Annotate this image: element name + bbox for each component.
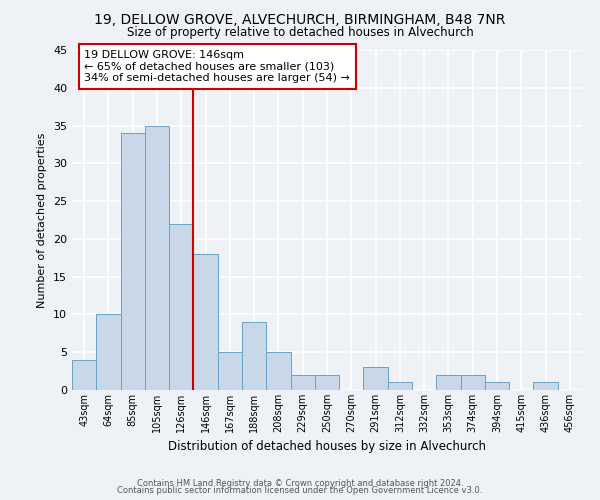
Bar — [266, 352, 290, 390]
Text: Size of property relative to detached houses in Alvechurch: Size of property relative to detached ho… — [127, 26, 473, 39]
Bar — [436, 375, 461, 390]
Bar — [461, 375, 485, 390]
Bar — [169, 224, 193, 390]
Y-axis label: Number of detached properties: Number of detached properties — [37, 132, 47, 308]
Text: 19, DELLOW GROVE, ALVECHURCH, BIRMINGHAM, B48 7NR: 19, DELLOW GROVE, ALVECHURCH, BIRMINGHAM… — [94, 12, 506, 26]
Bar — [72, 360, 96, 390]
Bar — [388, 382, 412, 390]
Text: Contains HM Land Registry data © Crown copyright and database right 2024.: Contains HM Land Registry data © Crown c… — [137, 478, 463, 488]
X-axis label: Distribution of detached houses by size in Alvechurch: Distribution of detached houses by size … — [168, 440, 486, 454]
Text: Contains public sector information licensed under the Open Government Licence v3: Contains public sector information licen… — [118, 486, 482, 495]
Bar — [96, 314, 121, 390]
Bar — [364, 368, 388, 390]
Bar — [145, 126, 169, 390]
Text: 19 DELLOW GROVE: 146sqm
← 65% of detached houses are smaller (103)
34% of semi-d: 19 DELLOW GROVE: 146sqm ← 65% of detache… — [84, 50, 350, 83]
Bar — [242, 322, 266, 390]
Bar — [485, 382, 509, 390]
Bar — [193, 254, 218, 390]
Bar — [290, 375, 315, 390]
Bar — [218, 352, 242, 390]
Bar — [533, 382, 558, 390]
Bar — [121, 133, 145, 390]
Bar — [315, 375, 339, 390]
